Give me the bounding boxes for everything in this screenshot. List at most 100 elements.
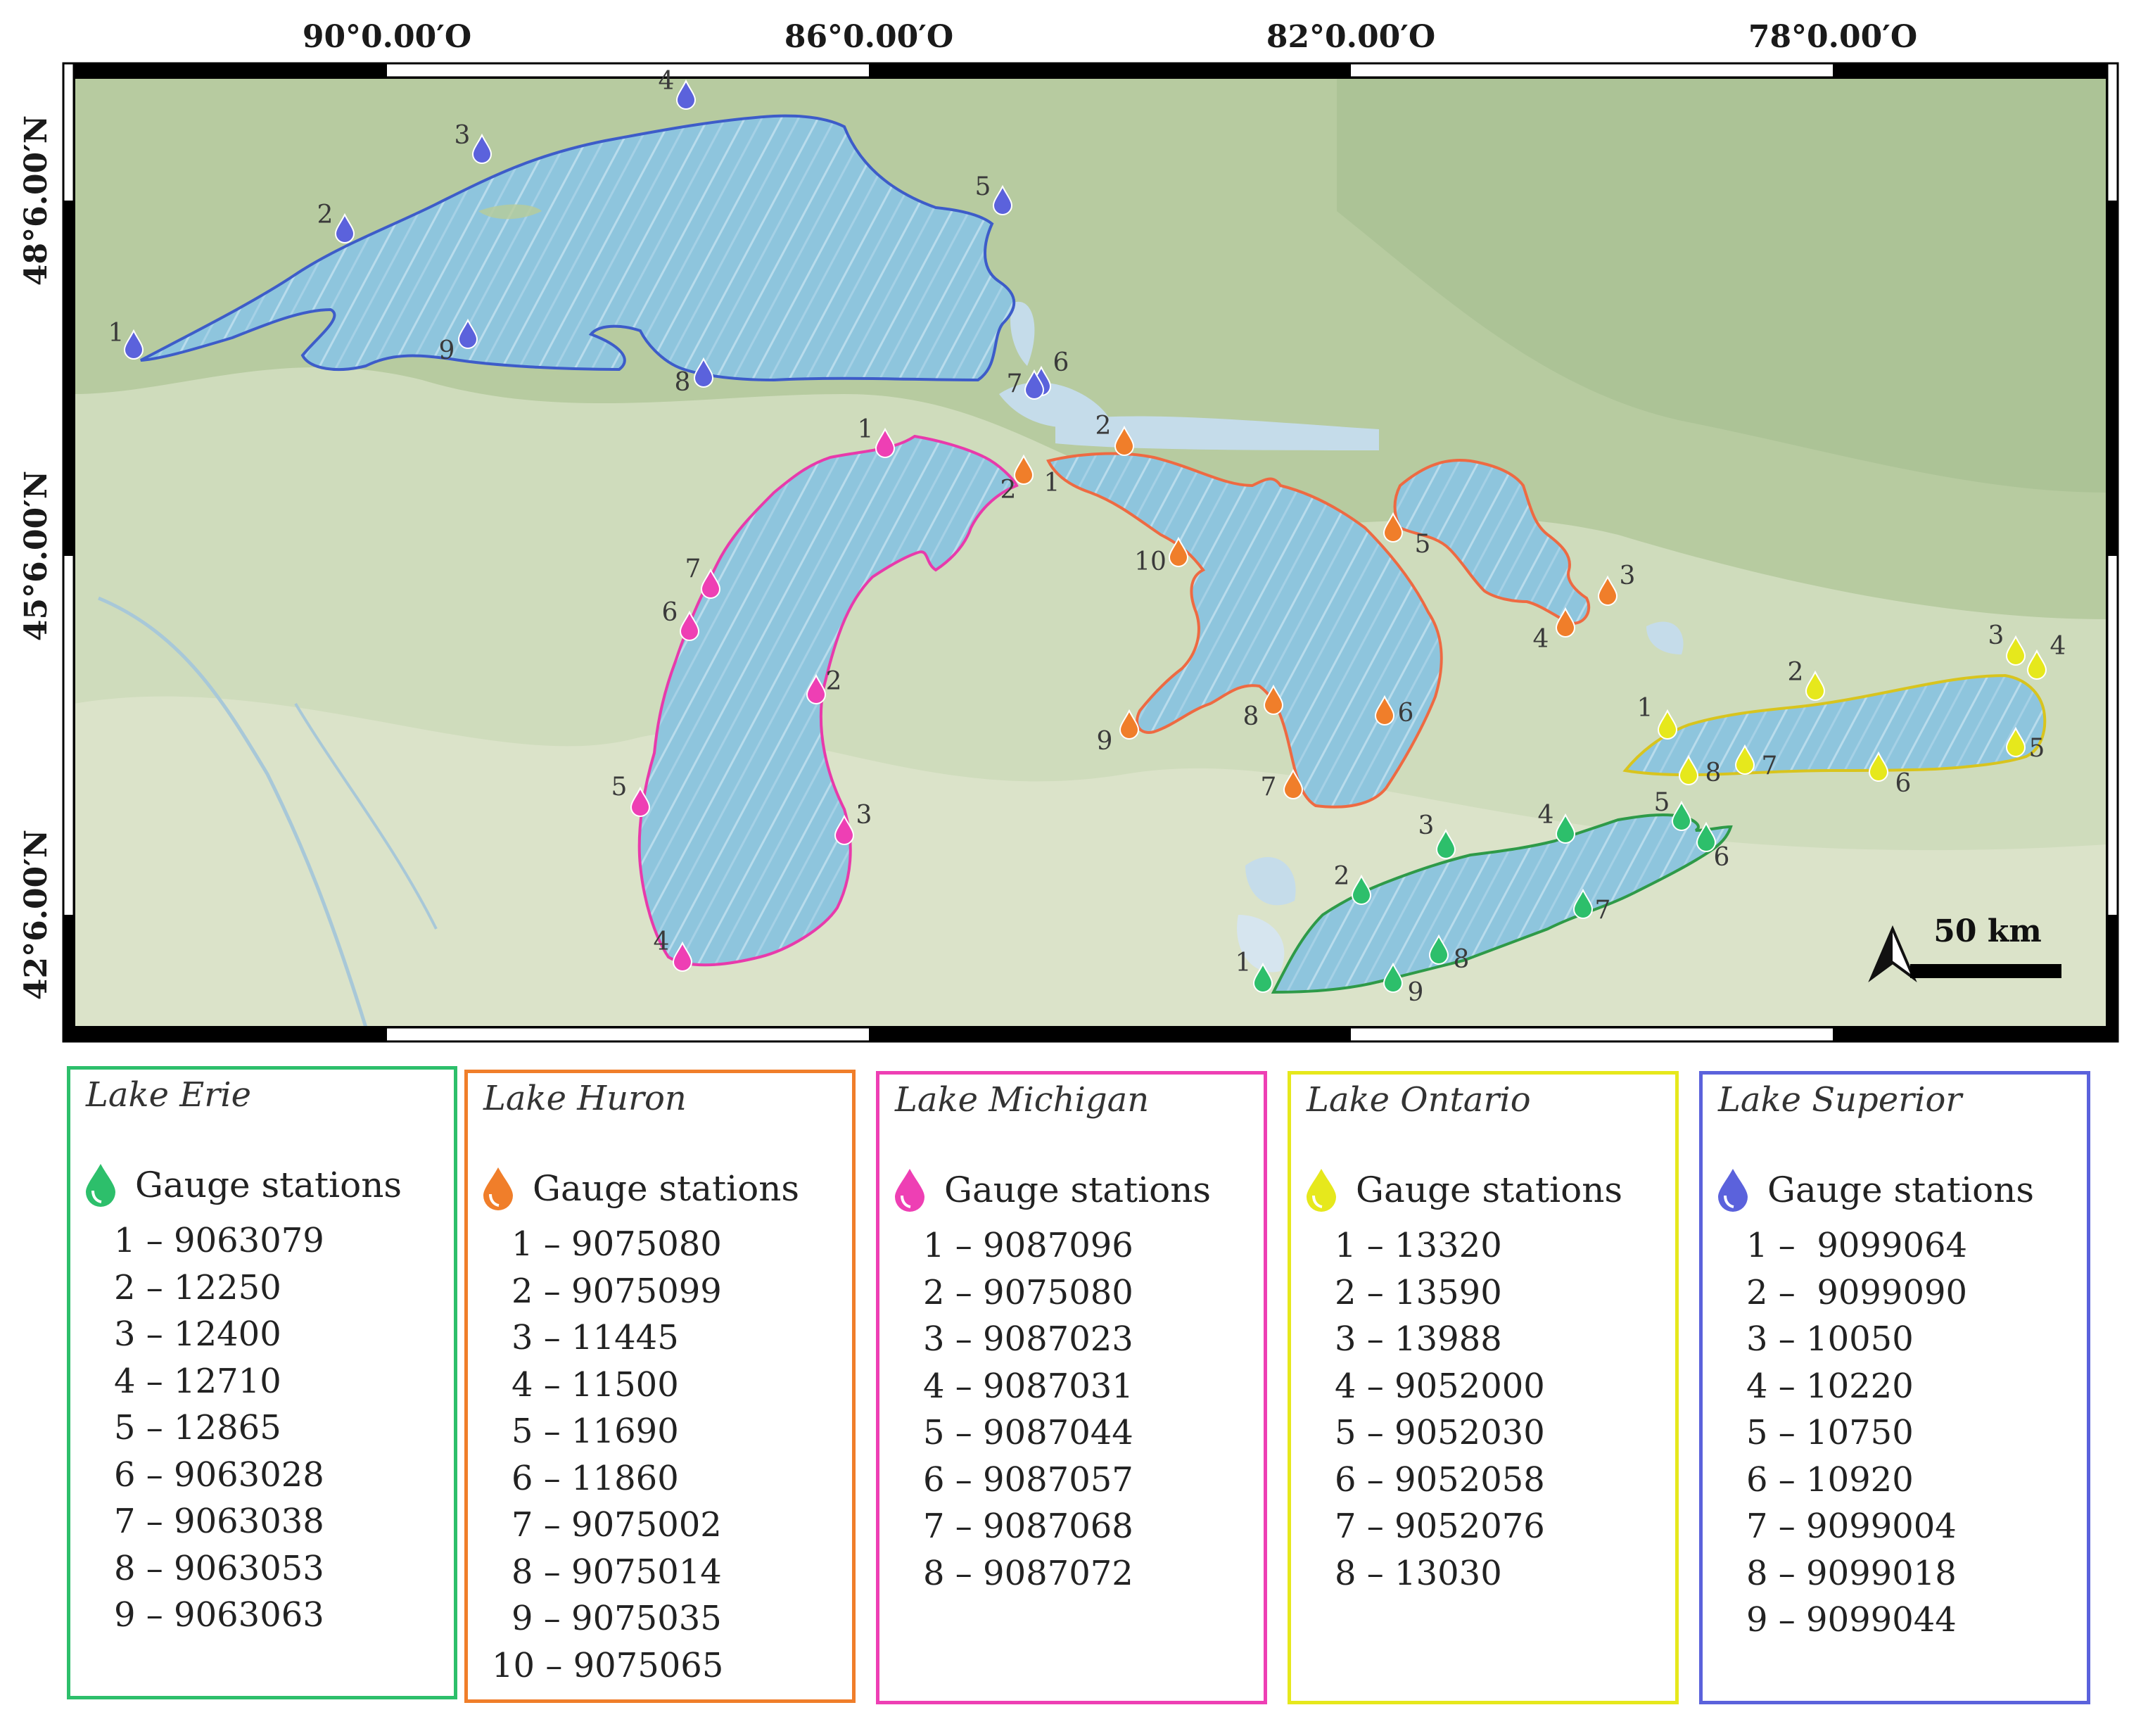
drop-icon — [1678, 754, 1699, 785]
lat-label: 42°6.00′N — [18, 830, 54, 1000]
station-number-label: 6 — [662, 598, 678, 627]
station-number-label: 2 — [1000, 476, 1017, 505]
station-number-label: 5 — [1654, 788, 1670, 817]
list-item: 9 – 9063063 — [114, 1595, 324, 1635]
drop-icon — [2005, 635, 2026, 666]
station-number-label: 5 — [2029, 734, 2045, 763]
drop-icon — [471, 133, 492, 164]
legend-subtitle: Gauge stations — [1717, 1167, 2034, 1212]
drop-icon — [1597, 575, 1618, 606]
list-item: 6 – 9052058 — [1335, 1459, 1545, 1500]
drop-icon — [1435, 828, 1456, 859]
list-item: 8 – 9087072 — [923, 1553, 1133, 1593]
lon-label: 90°0.00′O — [303, 19, 471, 55]
drop-icon — [123, 329, 144, 360]
drop-icon — [1351, 874, 1372, 905]
station-number-label: 7 — [1595, 896, 1611, 925]
station-number-label: 1 — [1637, 694, 1653, 723]
drop-icon — [1868, 751, 1889, 782]
station-number-label: 2 — [1788, 658, 1804, 687]
list-item: 4 – 9087031 — [923, 1366, 1133, 1406]
list-item: 6 – 11860 — [511, 1458, 679, 1498]
list-item: 3 – 11445 — [511, 1318, 679, 1357]
list-item: 5 – 11690 — [511, 1412, 679, 1451]
drop-icon — [834, 814, 855, 845]
legend-title: Lake Erie — [86, 1075, 251, 1115]
drop-icon — [630, 786, 651, 817]
legend-title: Lake Ontario — [1307, 1080, 1531, 1120]
drop-icon — [895, 1169, 924, 1212]
station-number-label: 4 — [659, 67, 675, 96]
station-number-label: 8 — [1454, 945, 1470, 974]
lake-erie-shape — [1271, 813, 1733, 994]
station-list: 1 – 9087096 2 – 9075080 3 – 9087023 4 – … — [923, 1222, 1133, 1597]
list-item: 2 – 9075080 — [923, 1272, 1133, 1312]
list-item: 1 – 13320 — [1335, 1226, 1502, 1265]
station-number-label: 2 — [826, 667, 842, 696]
legend-title: Lake Huron — [483, 1079, 687, 1118]
station-list: 1 – 9099064 2 – 9099090 3 – 10050 4 – 10… — [1746, 1222, 1967, 1644]
station-number-label: 6 — [1895, 769, 1912, 798]
drop-icon — [1805, 670, 1826, 701]
legend-title: Lake Michigan — [895, 1080, 1150, 1120]
legend-lake-erie: Lake Erie Gauge stations 1 – 9063079 2 –… — [67, 1066, 457, 1699]
drop-icon — [2026, 649, 2047, 680]
drop-icon — [1383, 962, 1404, 993]
drop-icon — [1168, 536, 1189, 567]
legend-subtitle: Gauge stations — [1305, 1167, 1622, 1212]
list-item: 7 – 9075002 — [511, 1505, 722, 1545]
drop-icon — [483, 1167, 513, 1210]
station-number-label: 3 — [1988, 621, 2004, 650]
station-number-label: 8 — [675, 368, 691, 397]
station-number-label: 6 — [1053, 348, 1069, 377]
drop-icon — [1718, 1169, 1748, 1212]
list-item: 4 – 9052000 — [1335, 1366, 1545, 1406]
drop-icon — [334, 213, 355, 243]
list-item: 5 – 9052030 — [1335, 1413, 1545, 1452]
list-item: 3 – 12400 — [114, 1314, 281, 1354]
scale-bar — [1910, 964, 2061, 978]
legend-subtitle: Gauge stations — [894, 1167, 1211, 1212]
station-number-label: 7 — [1007, 369, 1023, 398]
drop-icon — [1374, 695, 1395, 726]
list-item: 3 – 13988 — [1335, 1319, 1502, 1359]
map-frame — [62, 62, 2119, 1043]
list-item: 7 – 9087068 — [923, 1507, 1133, 1546]
drop-icon — [1696, 821, 1717, 852]
list-item: 2 – 9075099 — [511, 1271, 722, 1311]
station-number-label: 9 — [439, 336, 455, 365]
station-number-label: 8 — [1705, 759, 1722, 787]
lat-label: 45°6.00′N — [18, 471, 54, 641]
legend-subtitle-text: Gauge stations — [533, 1168, 800, 1209]
legend-subtitle-text: Gauge stations — [1356, 1170, 1623, 1210]
station-number-label: 3 — [455, 121, 471, 150]
station-number-label: 9 — [1408, 978, 1424, 1007]
list-item: 8 – 9063053 — [114, 1548, 324, 1588]
drop-icon — [875, 427, 896, 458]
list-item: 4 – 10220 — [1746, 1366, 1914, 1406]
list-item: 6 – 9063028 — [114, 1455, 324, 1495]
drop-icon — [1283, 768, 1304, 799]
station-number-label: 4 — [1533, 625, 1549, 654]
basemap — [74, 77, 2107, 1027]
station-number-label: 7 — [685, 555, 701, 583]
station-number-label: 6 — [1398, 699, 1414, 728]
drop-icon — [675, 79, 697, 110]
lake-superior-shape — [140, 114, 1016, 382]
drop-icon — [2005, 726, 2026, 757]
station-number-label: 7 — [1261, 773, 1277, 802]
list-item: 5 – 12865 — [114, 1408, 281, 1447]
list-item: 1 – 9075080 — [511, 1224, 722, 1264]
drop-icon — [1383, 512, 1404, 543]
legend-lake-ontario: Lake Ontario Gauge stations 1 – 13320 2 … — [1288, 1071, 1679, 1704]
list-item: 4 – 12710 — [114, 1361, 281, 1401]
station-number-label: 4 — [654, 927, 670, 956]
drop-icon — [1263, 684, 1284, 715]
list-item: 1 – 9087096 — [923, 1226, 1133, 1265]
lake-michigan-shape — [637, 434, 1019, 967]
drop-icon — [86, 1164, 115, 1207]
lon-label: 86°0.00′O — [784, 19, 953, 55]
station-number-label: 8 — [1243, 702, 1259, 731]
drop-icon — [457, 318, 478, 349]
